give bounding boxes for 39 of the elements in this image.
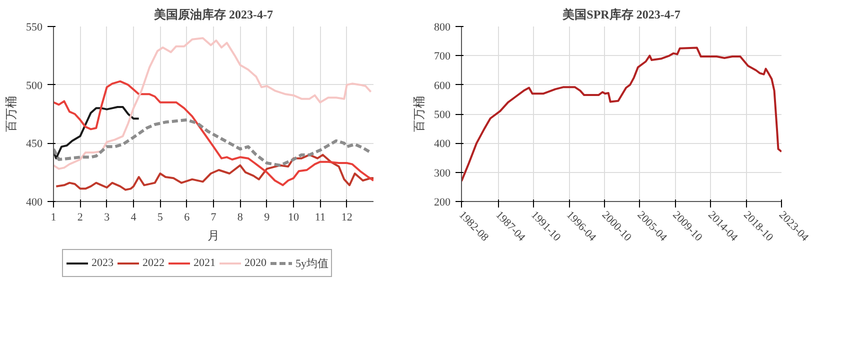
- x-tick-label: 6: [184, 212, 190, 224]
- y-tick-label: 600: [434, 80, 451, 92]
- y-tick-label: 800: [434, 22, 451, 34]
- x-tick-label: 3: [104, 212, 110, 224]
- x-tick-label: 5: [157, 212, 164, 224]
- y-tick-label: 400: [26, 196, 43, 208]
- x-tick-label: 9: [264, 212, 270, 224]
- y-axis-title: 百万桶: [412, 96, 426, 132]
- y-tick-label: 450: [26, 138, 43, 150]
- chart-title: 美国SPR库存 2023-4-7: [562, 8, 680, 22]
- legend-label: 2020: [244, 257, 266, 269]
- x-tick-label: 11: [314, 212, 326, 224]
- line-series: [54, 106, 140, 160]
- x-tick-label: 4: [130, 212, 137, 224]
- y-tick-label: 200: [434, 196, 451, 208]
- line-series: [55, 154, 374, 191]
- legend-label: 5y均值: [295, 256, 328, 270]
- line-series: [54, 37, 372, 170]
- legend-label: 2021: [193, 257, 216, 269]
- line-series: [54, 118, 372, 167]
- chart-title: 美国原油库存 2023-4-7: [153, 8, 274, 22]
- y-tick-label: 300: [434, 167, 451, 180]
- x-tick-label: 10: [288, 212, 300, 224]
- line-series: [462, 46, 782, 182]
- y-tick-label: 500: [26, 80, 43, 92]
- x-tick-label: 8: [237, 212, 244, 224]
- x-tick-label: 2: [77, 212, 83, 224]
- x-tick-label: 1: [50, 212, 56, 224]
- y-axis-title: 百万桶: [4, 96, 18, 132]
- y-tick-label: 500: [434, 109, 451, 121]
- legend-label: 2022: [142, 257, 164, 269]
- y-tick-label: 550: [26, 22, 43, 34]
- x-tick-label: 7: [210, 212, 217, 224]
- y-tick-label: 700: [434, 50, 451, 63]
- x-axis-title: 月: [208, 228, 220, 242]
- line-series: [54, 80, 374, 186]
- y-tick-label: 400: [434, 138, 451, 150]
- legend-label: 2023: [91, 257, 114, 269]
- x-tick-label: 12: [341, 212, 352, 224]
